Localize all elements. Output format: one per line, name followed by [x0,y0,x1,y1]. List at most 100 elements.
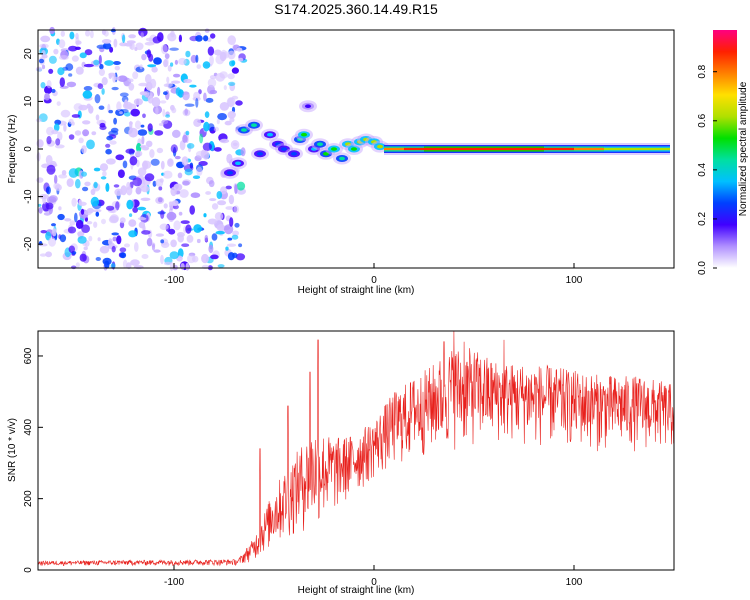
noise-blob [144,41,155,46]
noise-blob [178,57,187,66]
noise-blob [139,91,148,96]
noise-blob [35,118,42,123]
noise-blob [93,181,98,189]
noise-blob [202,61,211,69]
noise-blob [166,211,177,221]
noise-blob [112,236,117,242]
noise-blob [95,211,100,217]
noise-blob [151,66,158,73]
noise-blob [106,135,114,141]
noise-blob [93,59,100,66]
noise-blob [136,142,142,153]
noise-blob [139,64,143,70]
noise-blob [133,98,143,106]
noise-blob [169,251,179,260]
noise-blob [145,74,152,84]
noise-blob [147,123,153,132]
noise-blob [160,239,165,244]
noise-blob [207,78,217,88]
noise-blob [226,97,236,107]
noise-blob [138,82,149,87]
noise-blob [82,129,90,137]
noise-blob [71,265,77,270]
noise-blob [155,233,164,237]
noise-blob [57,67,65,76]
noise-blob [193,91,201,101]
ridge-core [454,147,484,151]
noise-blob [109,214,119,223]
noise-blob [183,78,193,84]
noise-blob [162,108,166,117]
noise-blob [128,82,135,91]
noise-blob [108,72,116,77]
spectrogram-x-ticks: -100 0 100 [164,263,583,286]
noise-blob [129,156,138,166]
noise-blob [160,100,167,104]
noise-blob [240,147,246,157]
noise-blob [155,107,159,115]
noise-blob [139,145,146,149]
noise-blob [110,127,119,133]
noise-blob [235,253,246,261]
noise-blob [113,117,117,125]
noise-blob [58,174,68,179]
noise-blob [58,39,66,49]
noise-blob [116,235,122,245]
noise-blob [204,28,210,33]
noise-blob [154,130,164,136]
noise-blob [101,29,107,35]
noise-blob [43,212,51,216]
noise-blob [228,194,235,205]
noise-blob [101,39,112,44]
noise-blob [182,180,190,186]
noise-blob [99,163,109,172]
noise-blob [128,219,137,227]
noise-blob [83,86,93,91]
noise-blob [234,184,238,195]
noise-blob [68,134,75,140]
noise-blob [126,262,132,270]
noise-blob [38,207,43,214]
noise-blob [37,203,42,207]
noise-blob [119,247,127,253]
noise-blob [111,86,119,91]
noise-blob [146,49,152,58]
noise-blob [235,100,243,106]
ridge-core [384,147,404,151]
transition-core [377,144,383,149]
noise-blob [116,101,122,112]
noise-blob [68,45,78,52]
noise-blob [90,196,100,207]
noise-blob [190,54,198,64]
transition-core [251,123,257,127]
noise-blob [74,130,82,136]
noise-blob [178,211,183,216]
noise-blob [158,123,164,126]
noise-blob [213,49,222,56]
noise-blob [160,160,165,170]
noise-blob [181,156,189,166]
noise-blob [205,97,214,103]
noise-blob [84,209,92,216]
noise-blob [79,52,87,59]
noise-blob [141,53,147,61]
noise-blob [82,186,89,192]
spectrogram-x-axis-label: Height of straight line (km) [298,285,415,296]
noise-blob [166,76,170,84]
snr-x-axis-label: Height of straight line (km) [298,585,415,596]
noise-blob [229,117,235,123]
noise-blob [109,140,117,145]
noise-blob [82,120,91,125]
noise-blob [167,32,177,42]
noise-blob [185,50,191,58]
noise-blob [56,101,61,106]
noise-blob [185,224,192,234]
noise-blob [207,46,215,56]
ridge-core [574,147,604,151]
noise-blob [79,253,87,262]
noise-blob [122,34,126,43]
noise-blob [217,200,227,206]
noise-blob [146,237,153,247]
noise-blob [210,33,216,39]
noise-blob [160,254,164,265]
